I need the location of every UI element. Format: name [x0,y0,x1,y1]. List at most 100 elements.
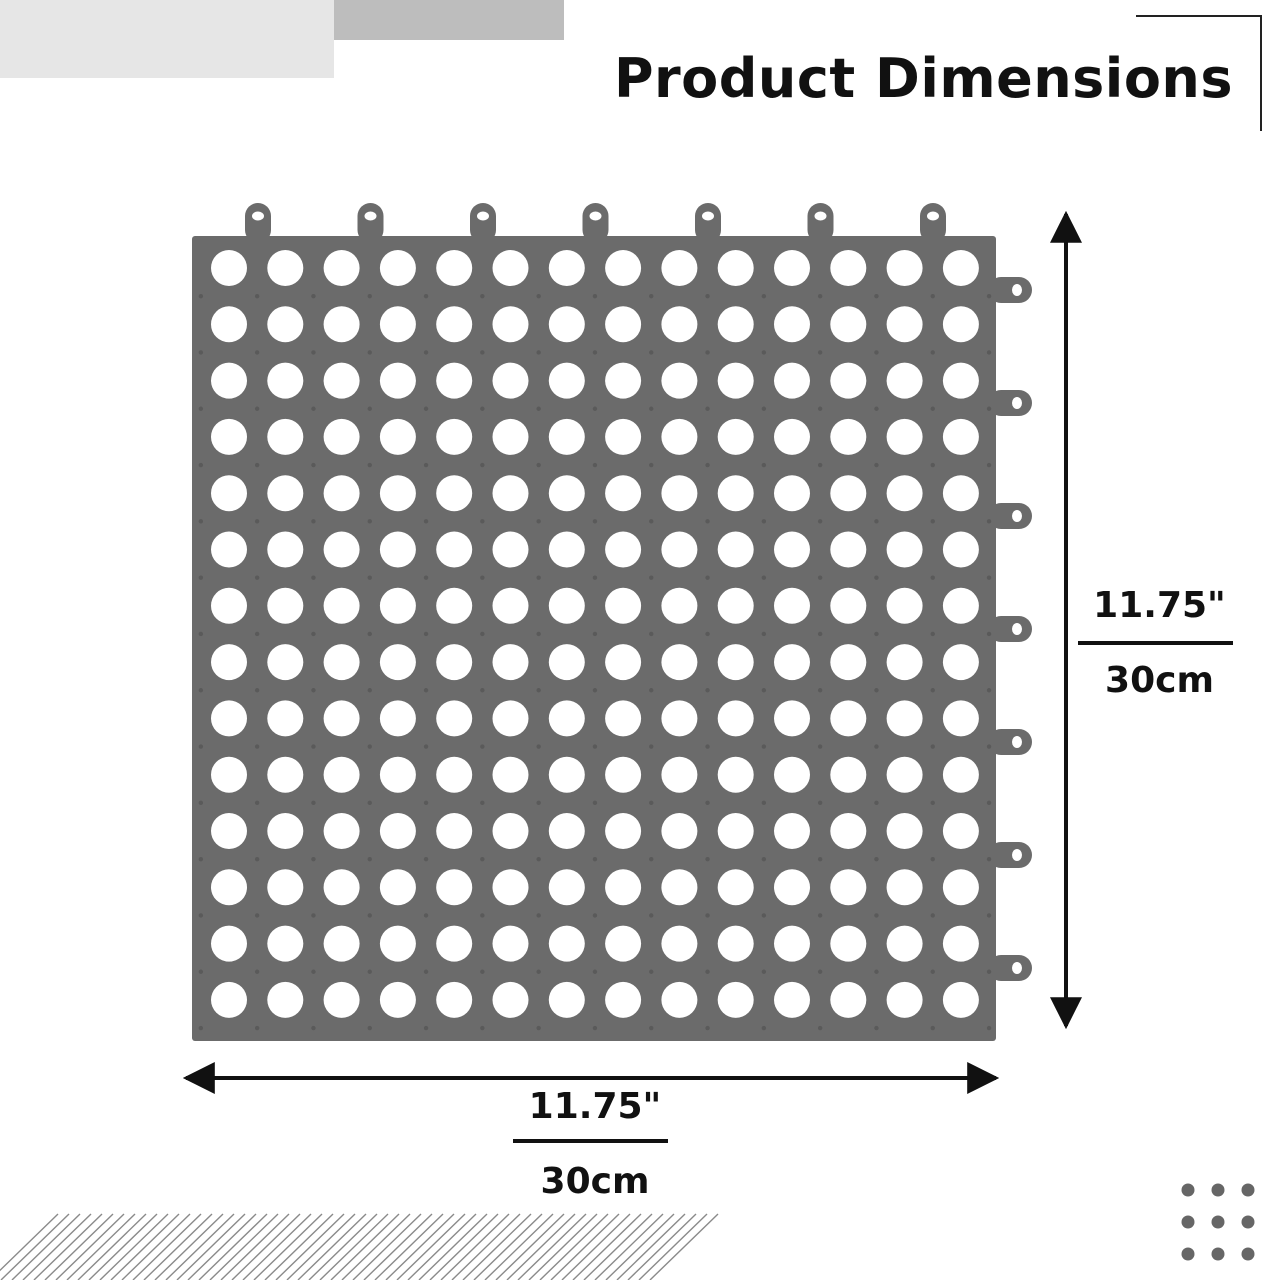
drain-hole [436,418,473,455]
texture-bump [480,462,485,468]
drain-hole [211,531,247,568]
corner-block-light [0,0,334,78]
drain-hole [942,700,979,737]
texture-bump [480,856,485,862]
stripe-line [374,1213,444,1280]
texture-bump [254,462,260,468]
texture-bump [592,688,598,693]
texture-bump [198,800,204,806]
drain-hole [323,981,360,1018]
texture-bump [480,406,485,411]
texture-bump [930,631,935,637]
texture-bump [423,1025,429,1031]
texture-bump [480,969,485,974]
drain-hole [379,869,416,906]
connector-hole [589,211,602,221]
texture-bump [254,969,260,974]
drain-hole [886,475,923,512]
stripe-line [220,1213,290,1280]
texture-bump [649,631,654,637]
stripe-line [297,1213,367,1280]
texture-bump [761,631,767,637]
texture-bump [198,856,204,862]
corner-block-dark [334,0,564,40]
drain-hole [717,475,754,512]
drain-hole [774,306,810,343]
height-divider [1078,641,1233,645]
drain-hole [492,700,529,737]
drain-hole [942,587,979,624]
top-connector-tab [357,203,384,243]
stripe-line [319,1213,389,1280]
texture-bump [986,744,992,749]
drain-hole [492,475,529,512]
texture-bump [817,406,823,411]
texture-bump [986,406,992,411]
texture-bump [311,744,316,749]
texture-bump [874,519,879,524]
texture-bump [367,293,372,299]
drain-hole [379,925,416,962]
texture-bump [536,969,541,974]
texture-bump [480,744,485,749]
texture-bump [930,293,935,299]
drain-hole [661,700,698,737]
drain-hole [605,531,642,568]
drain-hole [492,362,529,399]
drain-hole [436,250,473,286]
texture-bump [761,913,767,918]
texture-bump [761,462,767,468]
width-divider [513,1139,668,1143]
drain-hole [661,587,698,624]
side-connector-tab [988,616,1032,642]
texture-bump [367,688,372,693]
texture-bump [705,350,710,355]
texture-bump [986,969,992,974]
texture-bump [592,406,598,411]
texture-bump [874,631,879,637]
stripe-line [22,1213,92,1280]
texture-bump [817,969,823,974]
title-bracket-side [1260,15,1262,131]
texture-bump [874,800,879,806]
drain-hole [886,250,923,286]
texture-bump [930,406,935,411]
drain-hole [605,981,642,1018]
drain-hole [717,306,754,343]
stripe-line [407,1213,477,1280]
texture-bump [761,519,767,524]
connector-hole [477,211,489,221]
drain-hole [774,418,810,455]
texture-bump [311,913,316,918]
texture-bump [367,913,372,918]
drain-hole [323,362,360,399]
texture-bump [536,406,541,411]
drain-hole [436,869,473,906]
texture-bump [536,800,541,806]
texture-bump [198,744,204,749]
drain-hole [830,587,867,624]
drain-hole [774,981,810,1018]
stripe-line [363,1213,433,1280]
drain-hole [774,250,810,286]
texture-bump [874,688,879,693]
texture-bump [311,350,316,355]
texture-bump [930,575,935,580]
drain-hole [830,418,867,455]
side-connector-tab [988,277,1032,303]
drain-hole [492,587,529,624]
stripe-line [649,1213,719,1280]
drain-hole [548,531,585,568]
texture-bump [761,293,767,299]
texture-bump [874,575,879,580]
texture-bump [423,631,429,637]
drain-hole [379,362,416,399]
drain-hole [211,813,247,849]
texture-bump [254,293,260,299]
drain-hole [267,418,304,455]
drain-hole [211,475,247,512]
stripe-line [517,1213,587,1280]
drain-hole [942,418,979,455]
texture-bump [198,969,204,974]
